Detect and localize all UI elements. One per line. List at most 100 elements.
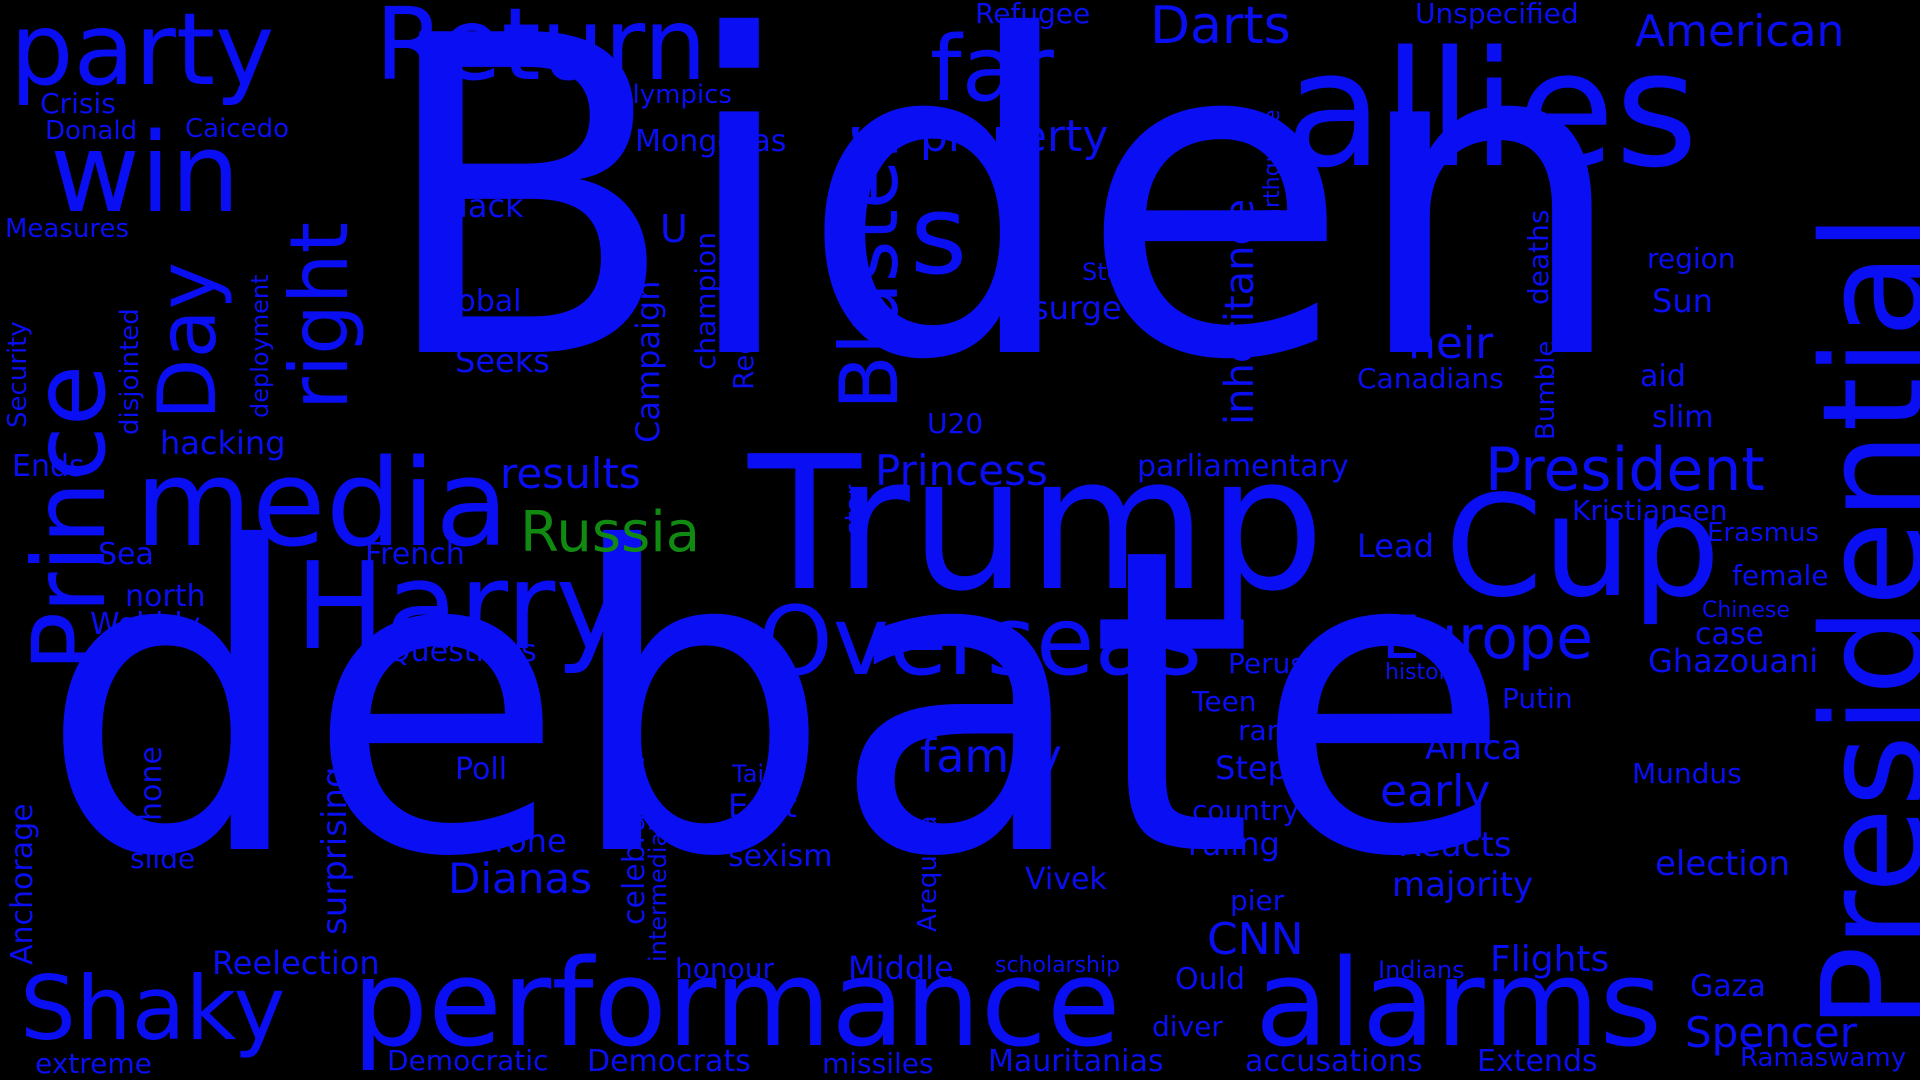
word-win: win: [50, 109, 241, 237]
word-sea: Sea: [98, 537, 154, 572]
word-diver: diver: [1152, 1010, 1223, 1043]
word-africa: Africa: [1425, 728, 1522, 768]
word-scholarship: scholarship: [995, 953, 1121, 978]
word-debate: debate: [40, 460, 1513, 949]
word-extreme: extreme: [35, 1047, 152, 1080]
word-questions: Questions: [387, 634, 537, 669]
word-slim: slim: [1652, 400, 1714, 435]
word-inheritance: inheritance: [1217, 198, 1263, 425]
word-sexism: sexism: [728, 839, 833, 874]
word-case: case: [1695, 617, 1764, 652]
word-performance: performance: [352, 935, 1121, 1074]
word-olympics: Olympics: [612, 80, 732, 110]
word-gaza: Gaza: [1690, 969, 1766, 1004]
word-crisis: Crisis: [40, 87, 116, 120]
word-north: north: [125, 579, 206, 614]
word-democrats: Democrats: [587, 1044, 751, 1079]
word-trump: Trump: [748, 416, 1325, 632]
word-phone: phone: [134, 746, 169, 840]
word-ould: Ould: [1175, 962, 1246, 997]
word-regional: Regional: [727, 269, 760, 390]
word-hacking: hacking: [160, 424, 286, 462]
word-spencer: Spencer: [1685, 1008, 1857, 1057]
word-surprising: surprising: [315, 766, 355, 935]
word-heir: heir: [1408, 318, 1494, 369]
word-story: Story: [1082, 258, 1146, 286]
word-campaign: Campaign: [629, 280, 667, 443]
word-donald: Donald: [45, 116, 138, 146]
word-arequipa: Arequipa: [913, 815, 943, 932]
word-allies: allies: [1285, 16, 1699, 203]
word-champion: champion: [689, 231, 722, 370]
word-darts: Darts: [1150, 0, 1291, 56]
word-american: American: [1635, 6, 1845, 57]
word-dianas: Dianas: [448, 854, 592, 903]
word-step: Step: [1215, 749, 1288, 787]
word-extends: Extends: [1477, 1044, 1598, 1079]
word-slide: slide: [130, 842, 196, 875]
word-princess: Princess: [875, 446, 1048, 495]
word-intermediate: intermediate: [644, 807, 672, 962]
word-early: early: [1380, 766, 1491, 817]
word-mauritanias: Mauritanias: [988, 1044, 1164, 1079]
word-russia: Russia: [520, 500, 701, 565]
word-unspecified: Unspecified: [1415, 0, 1579, 30]
word-putin: Putin: [1502, 682, 1573, 715]
word-ramaswamy: Ramaswamy: [1740, 1043, 1907, 1073]
word-reelection: Reelection: [212, 944, 380, 982]
word-french: French: [365, 537, 465, 572]
word-region: region: [1647, 242, 1736, 275]
word-president: President: [1485, 435, 1765, 505]
word-missiles: missiles: [822, 1047, 934, 1080]
word-alarms: alarms: [1255, 935, 1663, 1074]
word-election: election: [1655, 844, 1791, 884]
word-cnn: CNN: [1207, 914, 1304, 965]
word-canadians: Canadians: [1357, 362, 1504, 395]
word-historic: historic: [1385, 660, 1466, 685]
word-drone: Drone: [470, 822, 567, 860]
word-lead: Lead: [1357, 527, 1434, 565]
word-security: Security: [3, 321, 33, 428]
word-u20: U20: [927, 407, 984, 440]
word-democratic: Democratic: [387, 1044, 549, 1077]
word-east: East: [728, 787, 798, 825]
word-refugee: Refugee: [975, 0, 1091, 30]
word-caicedo: Caicedo: [185, 114, 290, 144]
word-mongolias: Mongolias: [635, 124, 787, 159]
word-reacts: Reacts: [1398, 825, 1512, 865]
word-mundus: Mundus: [1632, 757, 1742, 790]
word-bumble: Bumble: [1531, 340, 1561, 440]
word-accusations: accusations: [1245, 1044, 1423, 1079]
word-ends: Ends: [12, 449, 85, 484]
word-s: s: [910, 171, 968, 299]
word-seeks: Seeks: [455, 342, 550, 380]
word-bluster: Bluster: [823, 127, 916, 410]
word-range: range: [1238, 714, 1320, 747]
word-day: Day: [141, 262, 234, 420]
word-female: female: [1732, 559, 1829, 592]
word-flights: Flights: [1490, 939, 1610, 980]
word-deployment: deployment: [246, 274, 274, 418]
word-cup: Cup: [1445, 466, 1721, 629]
word-chinese: Chinese: [1702, 598, 1790, 623]
word-vivek: Vivek: [1025, 862, 1107, 897]
word-black: Black: [437, 187, 524, 225]
word-pier: pier: [1230, 884, 1285, 917]
word-taipei: Taipei: [732, 760, 801, 788]
word-family: family: [920, 729, 1062, 783]
word-presidential: Presidential: [1793, 213, 1920, 1030]
word-majority: majority: [1392, 865, 1534, 905]
word-disjointed: disjointed: [115, 308, 145, 435]
word-middle: Middle: [848, 949, 954, 987]
word-overseas: Overseas: [758, 587, 1203, 697]
word-kristiansen: Kristiansen: [1572, 494, 1728, 527]
word-u: U: [660, 207, 688, 251]
word-europe: Europe: [1382, 603, 1593, 673]
word-poll: Poll: [455, 752, 508, 787]
word-anchorage: Anchorage: [5, 803, 40, 965]
word-sun: Sun: [1652, 282, 1713, 320]
word-right: right: [273, 222, 366, 410]
word-parliamentary: parliamentary: [1137, 449, 1349, 484]
word-wobbly: Wobbly: [90, 607, 201, 642]
